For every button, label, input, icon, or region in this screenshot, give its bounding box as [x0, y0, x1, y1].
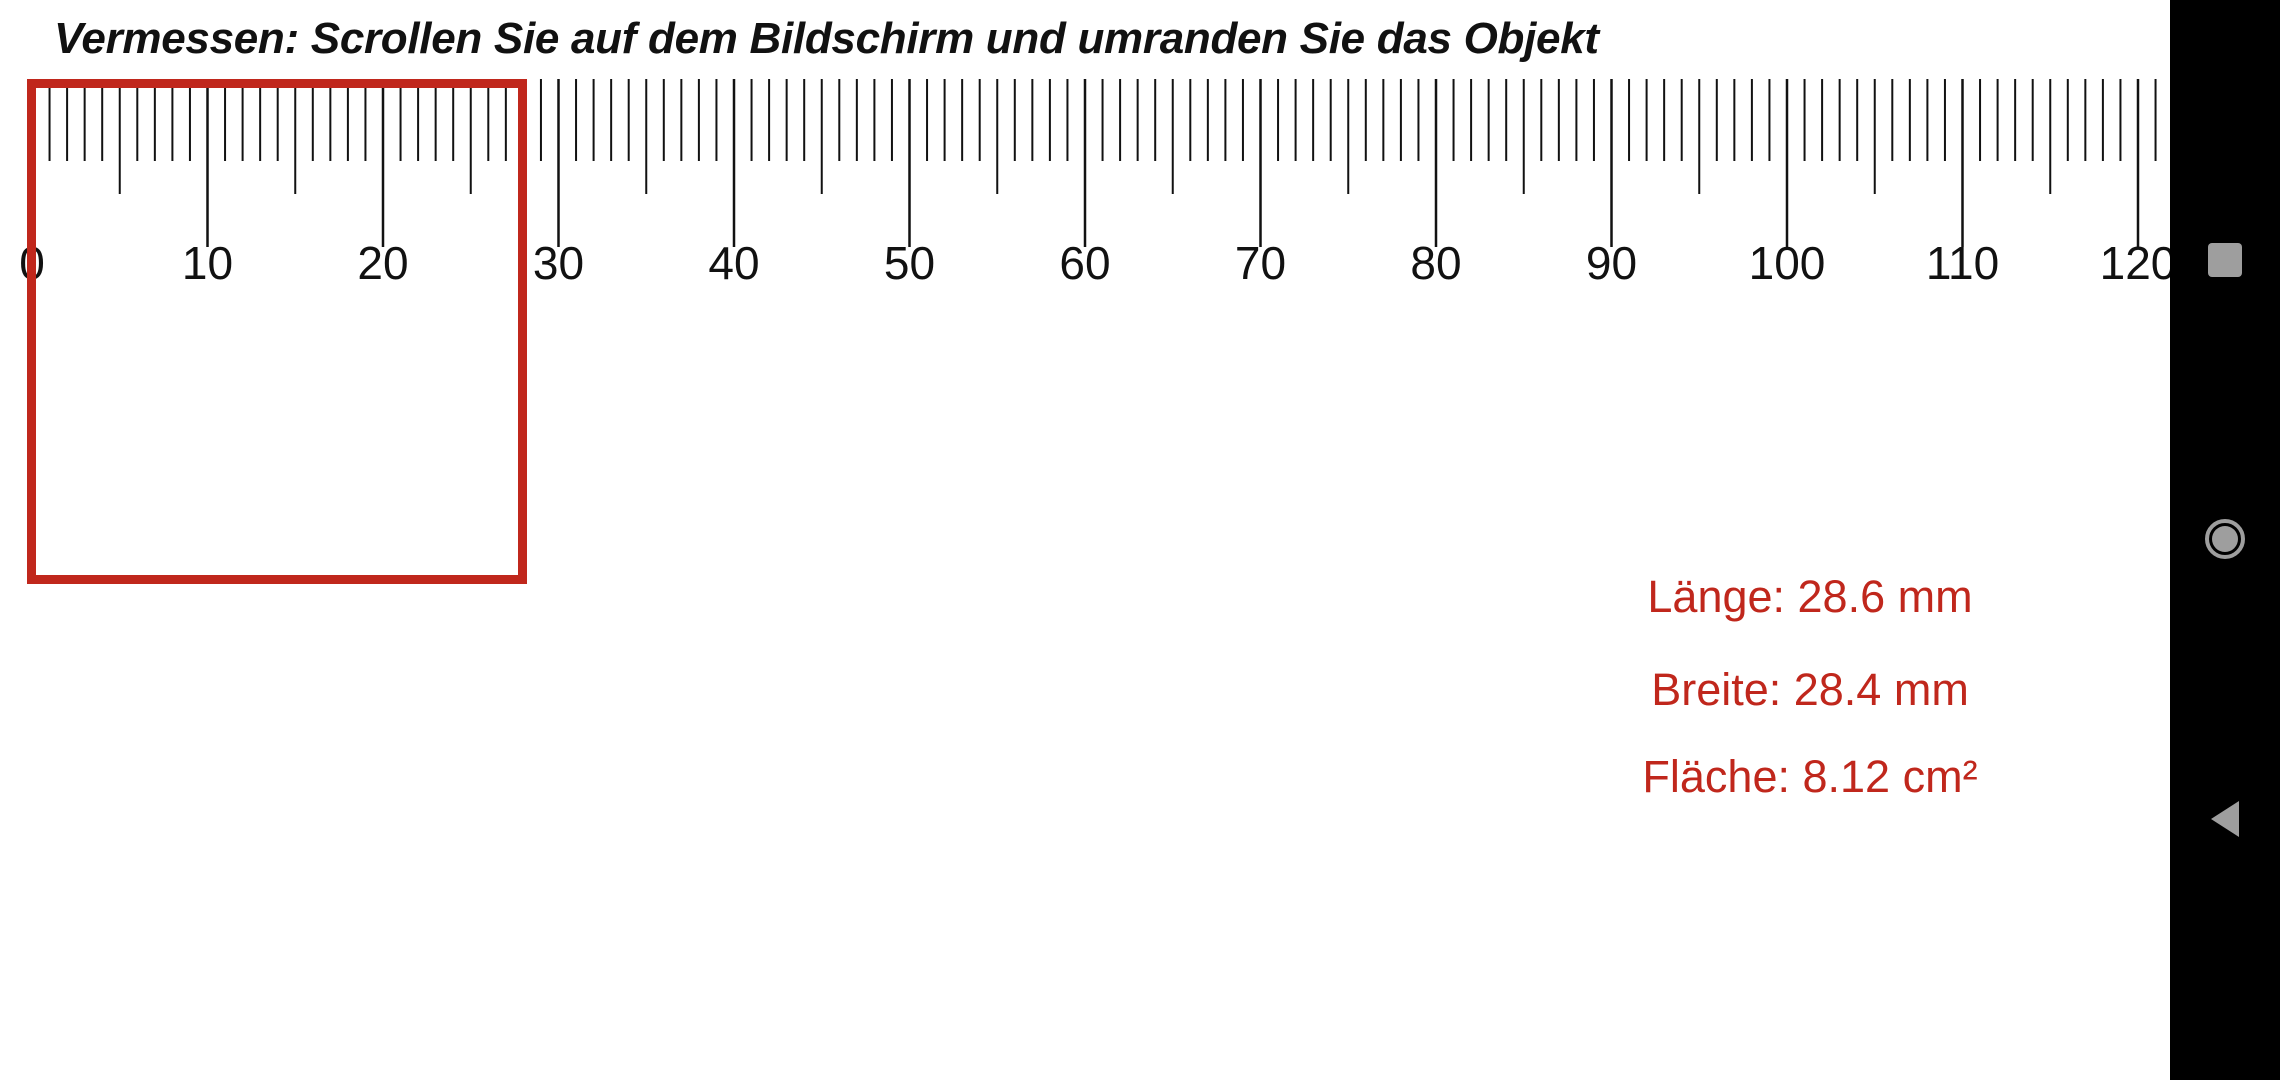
ruler-label-10: 10: [182, 237, 233, 289]
circle-icon: [2205, 519, 2245, 559]
area-readout: Fläche: 8.12 cm²: [1642, 751, 1978, 802]
ruler-label-30: 30: [533, 237, 584, 289]
navigation-bar: [2170, 0, 2280, 1080]
back-button[interactable]: [2170, 764, 2280, 874]
width-readout: Breite: 28.4 mm: [1651, 664, 1969, 715]
ruler-label-20: 20: [357, 237, 408, 289]
ruler-label-40: 40: [708, 237, 759, 289]
ruler-label-90: 90: [1586, 237, 1637, 289]
ruler[interactable]: 0 10 20 30 40 50 60 70 80 90 100 110 120: [0, 0, 2170, 300]
measure-selection-box[interactable]: [27, 79, 527, 584]
ruler-label-60: 60: [1059, 237, 1110, 289]
recents-button[interactable]: [2170, 205, 2280, 315]
ruler-label-120: 120: [2100, 237, 2170, 289]
ruler-label-100: 100: [1749, 237, 1826, 289]
triangle-back-icon: [2211, 801, 2239, 837]
home-button[interactable]: [2170, 484, 2280, 594]
square-icon: [2208, 243, 2242, 277]
ruler-label-110: 110: [1926, 237, 1999, 289]
ruler-label-50: 50: [884, 237, 935, 289]
ruler-label-70: 70: [1235, 237, 1286, 289]
instruction-text: Vermessen: Scrollen Sie auf dem Bildschi…: [54, 14, 1599, 63]
length-readout: Länge: 28.6 mm: [1647, 571, 1973, 622]
ruler-label-80: 80: [1410, 237, 1461, 289]
